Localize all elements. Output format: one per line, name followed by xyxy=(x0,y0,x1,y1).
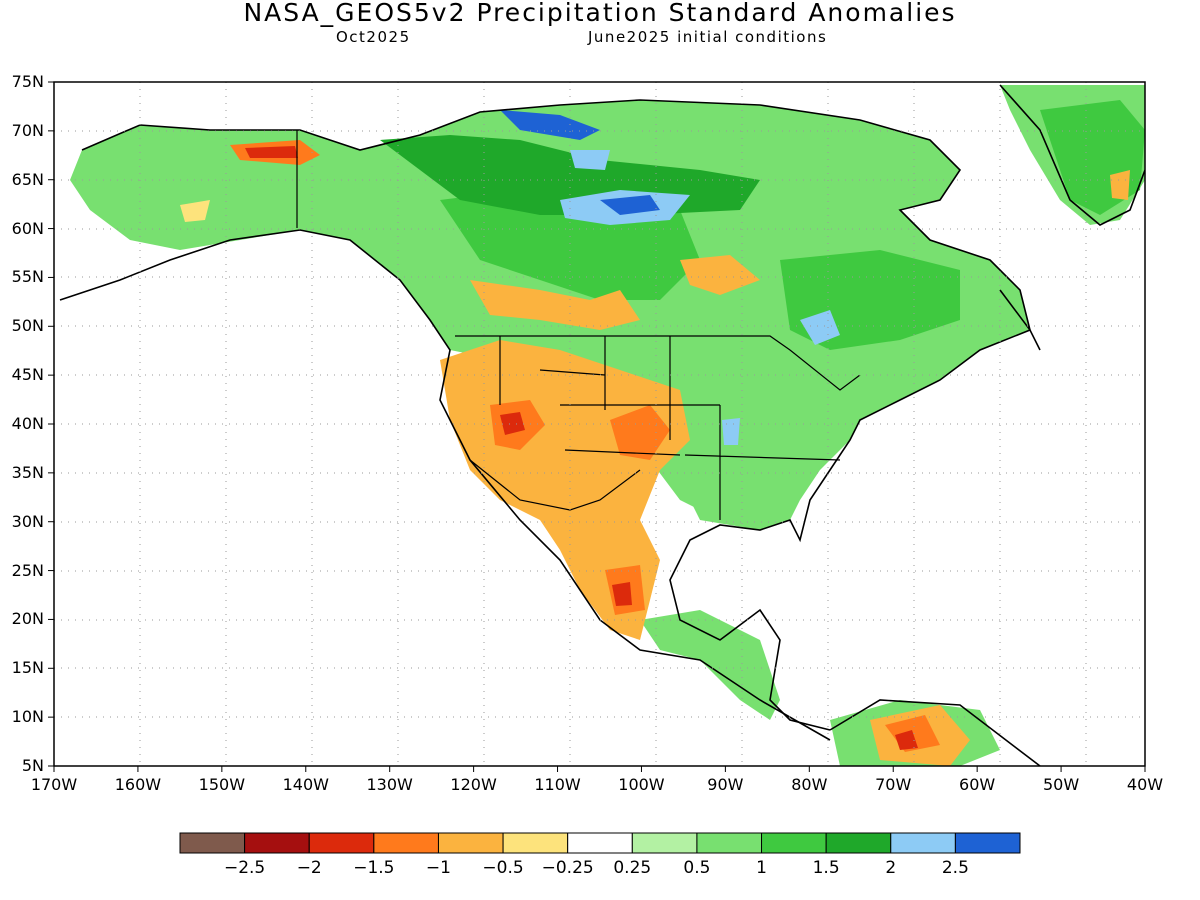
lat-tick-label: 10N xyxy=(11,707,44,727)
map-field xyxy=(54,82,1145,766)
lat-tick-label: 75N xyxy=(11,72,44,91)
lon-tick-label: 40W xyxy=(1126,775,1164,794)
colorbar-label: −1 xyxy=(425,858,451,878)
lat-tick-label: 15N xyxy=(11,658,44,678)
lat-tick-label: 45N xyxy=(11,365,44,385)
lon-tick-label: 170W xyxy=(30,775,78,794)
colorbar-label: 1.5 xyxy=(812,858,840,878)
lat-tick-label: 65N xyxy=(11,169,44,189)
colorbar-swatch xyxy=(696,832,763,854)
political-borders xyxy=(296,130,861,520)
lat-tick-label: 70N xyxy=(11,120,44,140)
colorbar-label: 0.25 xyxy=(613,858,652,878)
colorbar-swatch xyxy=(890,832,956,854)
lon-tick-label: 120W xyxy=(450,775,497,794)
negative-anomaly-regions xyxy=(180,140,1130,766)
colorbar-swatch xyxy=(373,832,439,854)
lat-tick-label: 60N xyxy=(11,218,44,238)
colorbar-label: −2 xyxy=(296,858,322,878)
lon-tick-label: 70W xyxy=(875,775,912,794)
colorbar-swatch xyxy=(179,832,246,854)
lat-tick-label: 25N xyxy=(11,560,44,580)
lat-tick-label: 50N xyxy=(11,316,44,336)
colorbar-label: −0.25 xyxy=(541,858,594,878)
colorbar-swatch xyxy=(761,832,827,854)
colorbar-swatch xyxy=(825,832,892,854)
colorbar-swatch xyxy=(308,832,375,854)
lat-tick-label: 55N xyxy=(11,267,44,287)
axis-ticks xyxy=(48,81,1146,772)
lat-tick-label: 5N xyxy=(21,756,44,775)
lon-tick-label: 100W xyxy=(618,775,665,794)
wet-anomaly-blue-regions xyxy=(500,110,840,445)
colorbar-label: 0.5 xyxy=(683,858,711,878)
coastlines xyxy=(59,84,1145,766)
lon-tick-label: 110W xyxy=(534,775,581,794)
lon-tick-label: 130W xyxy=(366,775,413,794)
colorbar-label: −0.5 xyxy=(482,858,524,878)
lon-tick-label: 50W xyxy=(1042,775,1080,794)
lat-tick-label: 30N xyxy=(11,511,44,531)
lon-tick-label: 140W xyxy=(282,775,329,794)
lat-tick-label: 20N xyxy=(11,609,44,629)
lon-tick-label: 80W xyxy=(791,775,828,794)
colorbar-swatch xyxy=(567,832,633,854)
initial-conditions-label: June2025 initial conditions xyxy=(588,28,828,46)
colorbar-swatch xyxy=(244,832,310,854)
colorbar-label: 2.5 xyxy=(941,858,969,878)
lon-tick-label: 60W xyxy=(959,775,996,794)
colorbar-label: −1.5 xyxy=(353,858,395,878)
map-title: NASA_GEOS5v2 Precipitation Standard Anom… xyxy=(243,0,957,27)
lon-tick-label: 150W xyxy=(198,775,246,794)
lon-tick-label: 90W xyxy=(707,775,744,794)
colorbar-swatch xyxy=(502,832,569,854)
forecast-month: Oct2025 xyxy=(336,28,411,46)
colorbar-label: 1 xyxy=(756,858,767,878)
colorbar-swatch xyxy=(437,832,504,854)
colorbar-swatch xyxy=(954,832,1021,854)
lon-tick-label: 160W xyxy=(114,775,162,794)
lat-tick-label: 35N xyxy=(11,462,44,482)
colorbar xyxy=(179,832,1021,854)
colorbar-label: −2.5 xyxy=(223,858,266,878)
colorbar-label: 2 xyxy=(885,858,897,878)
colorbar-swatch xyxy=(631,832,698,854)
lat-tick-label: 40N xyxy=(11,414,44,433)
